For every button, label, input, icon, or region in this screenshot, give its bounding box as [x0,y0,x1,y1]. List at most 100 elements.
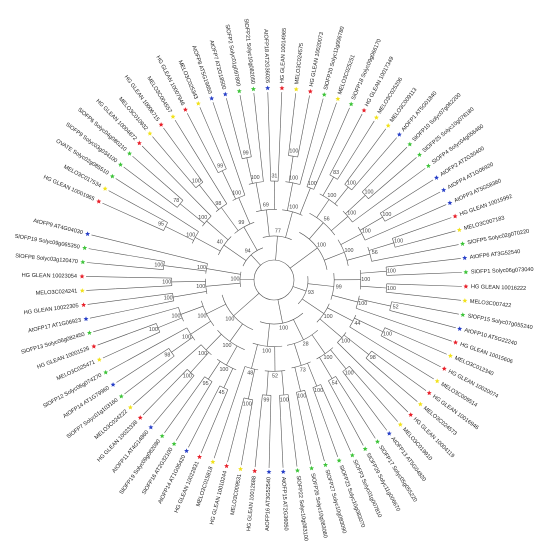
tip-branch [427,230,456,239]
tip-branch [133,376,166,405]
branch [365,357,391,379]
branch [288,156,294,183]
branch [307,363,318,387]
branch [335,376,364,420]
tip-branch [240,443,246,466]
blue-star-marker [222,91,228,97]
green-star-marker [80,259,86,265]
branch [368,242,394,251]
internal-arc [201,300,215,327]
branch [355,307,418,330]
branch [179,203,205,224]
red-star-marker [452,213,458,219]
bootstrap-value: 99 [243,150,249,156]
leaf-72: SlOFP12 Solyc06g074270 [42,369,109,410]
bootstrap-value: 77 [275,229,281,235]
branch [287,182,294,211]
tip-branch [254,424,260,468]
internal-arc [242,247,264,267]
bootstrap-value: 100 [183,374,192,380]
leaf-78: MELO3C024241 [36,288,85,297]
leaf-17: MELO3C024575 [293,43,305,92]
tip-branch [115,178,158,206]
internal-arc [282,209,303,216]
bootstrap-value: 31 [271,173,277,179]
branch [395,238,428,248]
leaf-label: MELO3C025251 [337,54,357,95]
green-star-marker [103,369,109,375]
branch [322,176,334,196]
tip-branch [414,353,441,368]
internal-arc [297,276,309,305]
tip-branch [123,166,148,185]
branch [361,172,382,193]
branch [208,361,221,380]
tip-branch [141,145,158,162]
tip-branch [434,321,456,329]
branch [319,318,343,338]
leaf-79: HG GLEAN 10023054 [22,273,85,280]
branch [386,283,412,285]
bootstrap-value: 100 [345,370,354,376]
branch [114,307,179,327]
leaf-label: HG GLEAN 10020073 [309,32,325,87]
internal-arc [234,221,255,234]
branch [152,327,188,347]
bootstrap-value: 100 [314,388,323,394]
bootstrap-value: 99 [238,220,244,226]
branch [244,399,254,444]
tip-branch [142,393,164,416]
bootstrap-value: 100 [262,349,271,355]
bootstrap-value: 100 [182,334,191,340]
branch [199,184,219,210]
leaf-label: MELO3C009531 [230,474,243,516]
branch [248,369,256,400]
bootstrap-value: 100 [243,401,252,407]
tip-branch [186,113,208,152]
branch [259,394,263,425]
leaf-label: AtOFP11 AT4G14860 [111,430,150,475]
bootstrap-value: 78 [173,198,179,204]
internal-arc [218,236,232,256]
internal-arc [252,342,283,347]
blue-star-marker [386,430,392,436]
bootstrap-value: 100 [289,175,298,181]
internal-arc [191,231,199,244]
bootstrap-value: 100 [289,149,298,155]
clade-stem [233,293,260,317]
branch [236,397,245,428]
green-star-marker [86,330,92,335]
branch [368,189,379,199]
bootstrap-value: 100 [197,265,206,271]
leaf-label: AtOFP15 AT2G36050 [280,477,289,531]
red-star-marker [197,454,202,460]
branch [281,370,285,395]
green-star-marker [348,101,354,107]
leaf-13: SlOFP2 Solyc01g097800 [224,24,242,94]
branch [360,270,387,274]
leaf-16: HG GLEAN 10014965 [279,28,288,91]
branch [386,273,426,276]
branch [345,195,366,214]
leaf-label: SlOFP2 Solyc01g097800 [224,24,241,87]
branch [352,185,403,223]
branch [384,202,421,222]
leaf-21: SlOFP18 Solyc09g066170 [348,38,383,107]
green-star-marker [109,173,115,179]
yellow-star-marker [210,459,216,465]
internal-arc [359,270,362,290]
branch [115,285,172,290]
leaf-label: AtOFP9 AT4G04030 [32,218,83,236]
internal-arc [172,293,175,301]
bootstrap-value: 100 [172,314,181,320]
branch [190,144,228,204]
leaf-label: SlOFP18 Solyc09g066170 [351,38,383,101]
tip-branch [425,272,462,275]
tip-branch [86,262,109,265]
leaf-label: AtOFP7 AT2G18500 [208,40,227,91]
leaf-51: SlOFP29 Solyc11g006670 [362,446,401,513]
branch [386,291,433,298]
leaf-label: AtOFP17 AT1G06923 [28,318,82,335]
branch [392,233,405,239]
tip-branch [132,155,166,185]
